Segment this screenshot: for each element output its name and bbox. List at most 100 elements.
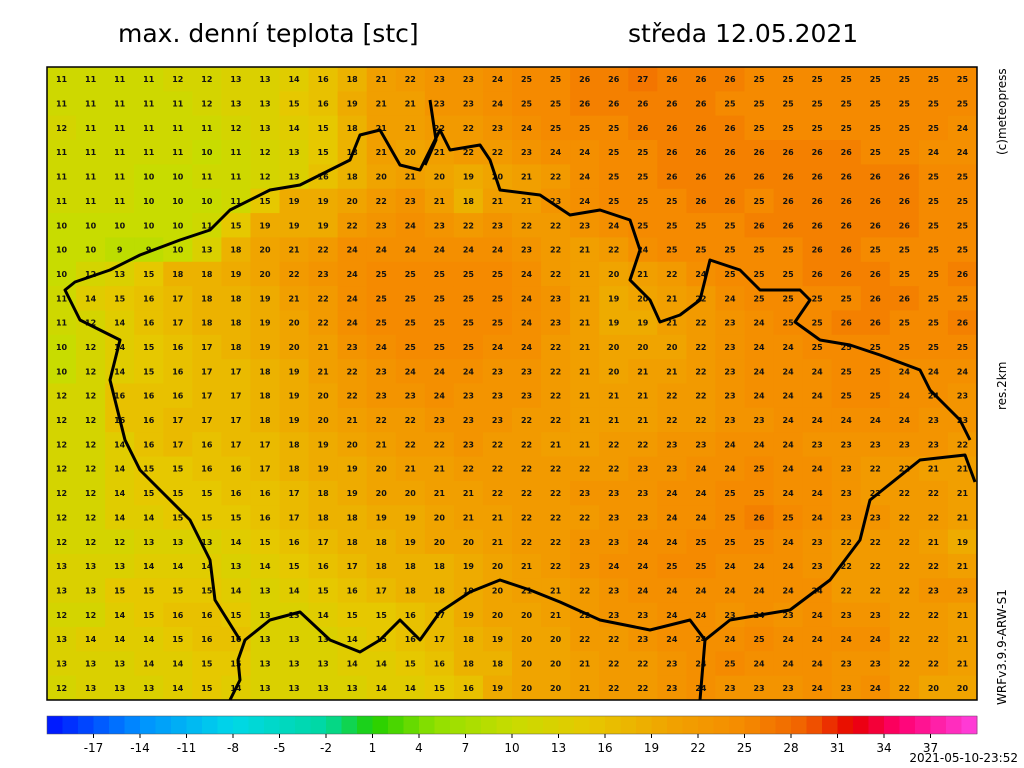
- cell-fill: [163, 213, 193, 238]
- cell-fill: [889, 505, 920, 531]
- cell-fill: [686, 505, 716, 531]
- cell-fill: [715, 602, 745, 628]
- cell-fill: [105, 115, 135, 141]
- cell-value: 14: [114, 611, 126, 620]
- cell-value: 19: [318, 440, 330, 449]
- cell-fill: [686, 67, 716, 92]
- cell-value: 23: [666, 465, 677, 474]
- cell-value: 14: [114, 465, 126, 474]
- cell-value: 24: [637, 562, 649, 571]
- cell-fill: [424, 626, 455, 652]
- cell-fill: [831, 456, 862, 482]
- cell-fill: [279, 237, 310, 263]
- cell-value: 20: [637, 343, 649, 352]
- cell-value: 25: [899, 124, 911, 133]
- cell-fill: [105, 286, 135, 311]
- cell-fill: [366, 432, 397, 458]
- cell-fill: [889, 237, 920, 263]
- cell-value: 14: [201, 562, 213, 571]
- cell-value: 11: [56, 294, 68, 303]
- cell-value: 13: [56, 562, 67, 571]
- cell-value: 25: [550, 124, 562, 133]
- cell-fill: [918, 91, 949, 117]
- cell-fill: [512, 432, 542, 458]
- cell-fill: [744, 407, 775, 433]
- cell-fill: [134, 140, 164, 165]
- cell-fill: [395, 91, 426, 117]
- cell-fill: [366, 602, 397, 628]
- cell-fill: [918, 553, 949, 579]
- cell-fill: [889, 67, 920, 92]
- cell-fill: [860, 529, 891, 555]
- cell-fill: [366, 651, 397, 677]
- cell-fill: [47, 188, 77, 214]
- cell-fill: [163, 334, 193, 360]
- cell-value: 12: [85, 319, 96, 328]
- cell-value: 22: [434, 124, 445, 133]
- cell-fill: [221, 213, 251, 238]
- cell-value: 25: [841, 392, 853, 401]
- cell-value: 20: [521, 635, 533, 644]
- cell-value: 17: [230, 367, 241, 376]
- cell-fill: [76, 578, 106, 604]
- cell-fill: [308, 237, 339, 263]
- colorbar-segment: [744, 716, 761, 734]
- cell-fill: [192, 651, 222, 677]
- cell-fill: [744, 578, 775, 604]
- cell-value: 25: [899, 246, 911, 255]
- cell-value: 15: [318, 148, 330, 157]
- cell-value: 26: [870, 197, 882, 206]
- cell-value: 14: [143, 659, 155, 668]
- cell-fill: [76, 651, 106, 677]
- cell-value: 17: [230, 392, 241, 401]
- cell-fill: [250, 261, 280, 287]
- cell-value: 25: [957, 246, 969, 255]
- cell-fill: [163, 310, 193, 336]
- colorbar-segment: [326, 716, 342, 734]
- cell-value: 23: [841, 684, 852, 693]
- cell-value: 26: [841, 173, 853, 182]
- cell-fill: [424, 529, 455, 555]
- cell-value: 25: [405, 343, 417, 352]
- colorbar-segment: [651, 716, 668, 734]
- cell-value: 11: [172, 124, 184, 133]
- cell-value: 26: [841, 319, 853, 328]
- cell-value: 25: [753, 75, 765, 84]
- cell-fill: [686, 115, 716, 141]
- cell-value: 15: [230, 611, 242, 620]
- cell-fill: [918, 675, 949, 701]
- cell-value: 19: [259, 343, 271, 352]
- cell-value: 13: [114, 562, 125, 571]
- cell-fill: [715, 383, 745, 409]
- cell-fill: [134, 675, 164, 701]
- cell-value: 25: [753, 197, 765, 206]
- cell-fill: [947, 675, 978, 701]
- cell-fill: [512, 505, 542, 531]
- cell-value: 25: [463, 294, 475, 303]
- cell-value: 20: [376, 465, 388, 474]
- cell-value: 17: [172, 319, 183, 328]
- cell-value: 23: [492, 221, 503, 230]
- cell-value: 12: [201, 100, 212, 109]
- cell-fill: [453, 626, 484, 652]
- cell-fill: [599, 578, 629, 604]
- cell-fill: [47, 651, 77, 677]
- cell-fill: [686, 334, 716, 360]
- cell-value: 14: [230, 538, 242, 547]
- cell-fill: [76, 432, 106, 458]
- cell-fill: [599, 505, 629, 531]
- cell-fill: [541, 626, 571, 652]
- cell-value: 22: [928, 635, 939, 644]
- cell-fill: [482, 261, 513, 287]
- cell-value: 24: [347, 319, 359, 328]
- cell-fill: [570, 602, 600, 628]
- cell-value: 11: [114, 197, 126, 206]
- cell-fill: [134, 67, 164, 92]
- cell-value: 18: [347, 513, 359, 522]
- cell-fill: [802, 213, 833, 238]
- cell-fill: [628, 140, 658, 165]
- cell-value: 16: [143, 440, 155, 449]
- cell-fill: [395, 602, 426, 628]
- cell-value: 25: [928, 319, 940, 328]
- cell-fill: [773, 115, 804, 141]
